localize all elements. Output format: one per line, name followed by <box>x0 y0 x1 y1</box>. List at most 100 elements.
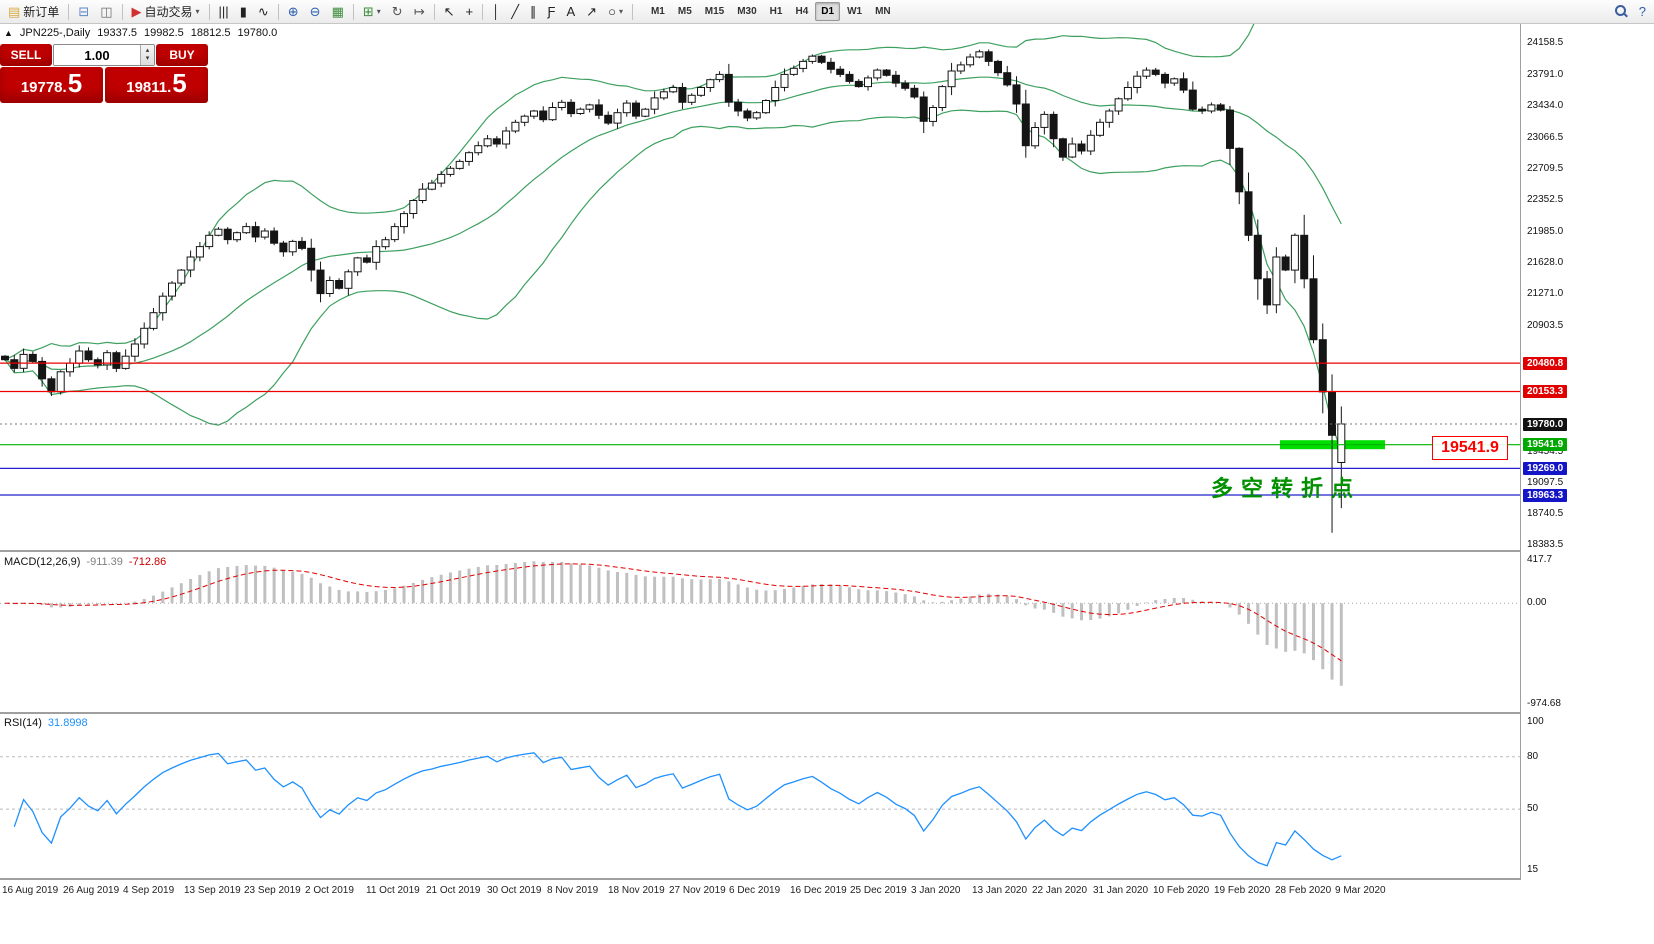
new-order-button[interactable]: ▤ 新订单 <box>3 1 64 23</box>
rsi-scale-label: 15 <box>1527 864 1539 875</box>
text-label-icon[interactable]: A <box>562 1 581 23</box>
price-scale-label: 24158.5 <box>1527 37 1564 48</box>
toolbar-separator <box>277 3 279 20</box>
fibonacci-icon[interactable]: Ƒ <box>543 1 561 23</box>
line-chart-icon: ∿ <box>257 4 269 19</box>
macd-canvas[interactable] <box>0 552 1520 712</box>
macd-scale-label: -974.68 <box>1527 698 1561 709</box>
time-axis[interactable]: 16 Aug 2019 26 Aug 2019 4 Sep 2019 13 Sep 2… <box>0 880 1654 944</box>
auto-scroll-icon[interactable]: ↻ <box>387 1 408 23</box>
timeframe-m15[interactable]: M15 <box>704 6 725 17</box>
sell-price-fraction: 5 <box>67 68 83 98</box>
timeframe-w1[interactable]: W1 <box>847 6 863 17</box>
candlestick-chart-icon[interactable]: ▮ <box>235 1 252 23</box>
rsi-indicator-label: RSI(14) 31.8998 <box>4 717 94 729</box>
chevron-down-icon: ▾ <box>618 7 623 16</box>
bar-chart-icon[interactable]: ||| <box>214 1 234 23</box>
volume-input[interactable] <box>54 45 140 65</box>
macd-main-value: -911.39 <box>86 556 123 568</box>
toolbar-separator <box>631 3 633 20</box>
price-scale-label: 20903.5 <box>1527 320 1564 331</box>
magnifier-icon <box>1614 5 1628 18</box>
price-scale-label: 18383.5 <box>1527 539 1564 550</box>
main-chart-canvas[interactable] <box>0 24 1520 550</box>
new-order-button: ▤ <box>8 4 21 19</box>
shapes-icon[interactable]: ○ ▾ <box>603 1 628 23</box>
pane-divider-macd[interactable] <box>0 550 1654 552</box>
vertical-line-icon[interactable]: │ <box>487 1 505 23</box>
macd-scale-label: 0.00 <box>1527 597 1547 608</box>
rsi-name: RSI(14) <box>4 717 42 729</box>
price-badge: 20153.3 <box>1523 385 1568 398</box>
sell-price-display[interactable]: 19778. 5 <box>0 67 103 103</box>
price-scale-label: 22352.5 <box>1527 194 1564 205</box>
price-scale-label: 21985.0 <box>1527 226 1564 237</box>
charts-window-icon[interactable]: ⊟ <box>73 1 94 23</box>
price-badge: 18963.3 <box>1523 489 1568 502</box>
help-icon[interactable]: ? <box>1634 1 1651 23</box>
buy-price-display[interactable]: 19811. 5 <box>105 67 208 103</box>
new-chart-icon[interactable]: ⊞ ▾ <box>358 1 386 23</box>
price-scale-label: 23434.0 <box>1527 100 1564 111</box>
time-axis-label: 6 Dec 2019 <box>729 885 781 896</box>
cursor-icon[interactable]: ↖ <box>439 1 460 23</box>
rsi-scale-label: 80 <box>1527 751 1539 762</box>
time-axis-label: 19 Feb 2020 <box>1214 885 1271 896</box>
tile-windows-icon[interactable]: ▦ <box>327 1 349 23</box>
crosshair-icon[interactable]: + <box>461 1 479 23</box>
timeframe-h1[interactable]: H1 <box>769 6 783 17</box>
time-axis-label: 3 Jan 2020 <box>911 885 961 896</box>
timeframe-d1[interactable]: D1 <box>815 2 841 21</box>
timeframe-m1[interactable]: M1 <box>650 6 665 17</box>
timeframe-mn[interactable]: MN <box>875 6 891 17</box>
buy-button[interactable]: BUY <box>156 44 208 66</box>
price-scale[interactable]: 24158.5 23791.0 23434.0 23066.5 22709.5 22352… <box>1521 0 1654 880</box>
volume-up-arrow[interactable]: ▴ <box>145 47 150 54</box>
time-axis-label: 13 Sep 2019 <box>184 885 241 896</box>
rsi-scale-label: 50 <box>1527 803 1539 814</box>
time-axis-label: 4 Sep 2019 <box>123 885 175 896</box>
text-label-icon: A <box>566 4 576 19</box>
price-scale-label: 19454.5 <box>1527 446 1564 457</box>
one-click-trading-panel: SELL ▴ ▾ BUY 19778.5 19811.5 <box>0 44 208 103</box>
rsi-canvas[interactable] <box>0 714 1520 878</box>
buy-price-fraction: 5 <box>172 68 187 98</box>
zoom-out-icon: ⊖ <box>309 4 321 19</box>
macd-signal-value: -712.86 <box>128 556 167 568</box>
time-axis-label: 23 Sep 2019 <box>244 885 301 896</box>
search-icon[interactable] <box>1610 1 1633 23</box>
chart-shift-icon: ↦ <box>413 4 425 19</box>
pane-divider-rsi[interactable] <box>0 712 1654 714</box>
chart-shift-icon[interactable]: ↦ <box>409 1 430 23</box>
charts-window-icon: ⊟ <box>78 4 90 19</box>
auto-trading-button-label: 自动交易 <box>144 5 193 19</box>
zoom-out-icon[interactable]: ⊖ <box>305 1 326 23</box>
macd-scale-label: 417.7 <box>1527 554 1553 565</box>
time-axis-label: 21 Oct 2019 <box>426 885 481 896</box>
timeframe-m30[interactable]: M30 <box>737 6 757 17</box>
time-axis-label: 16 Aug 2019 <box>2 885 59 896</box>
zoom-in-icon[interactable]: ⊕ <box>283 1 304 23</box>
profiles-icon[interactable]: ◫ <box>95 1 117 23</box>
sell-button[interactable]: SELL <box>0 44 52 66</box>
trendline-icon[interactable]: ╱ <box>506 1 524 23</box>
arrow-objects-icon[interactable]: ↗ <box>581 1 602 23</box>
timeframe-h4[interactable]: H4 <box>795 6 809 17</box>
rsi-value: 31.8998 <box>47 717 88 729</box>
ohlc-close: 19780.0 <box>237 27 278 39</box>
line-chart-icon[interactable]: ∿ <box>253 1 274 23</box>
price-badge: 19269.0 <box>1523 462 1568 475</box>
one-click-collapse-arrow[interactable]: ▲ <box>4 28 13 38</box>
candlestick-chart-icon: ▮ <box>239 4 247 19</box>
ohlc-high: 19982.5 <box>144 27 184 39</box>
volume-down-arrow[interactable]: ▾ <box>145 55 150 62</box>
equidistant-channel-icon[interactable]: ∥ <box>525 1 542 23</box>
axis-divider <box>0 878 1654 880</box>
timeframe-m5[interactable]: M5 <box>677 6 692 17</box>
bull-bear-turning-point-annotation: 多空转折点 <box>1211 476 1362 501</box>
auto-trading-button[interactable]: ▶ 自动交易 ▾ <box>127 1 205 23</box>
macd-name: MACD(12,26,9) <box>4 556 81 568</box>
price-scale-border <box>1520 24 1521 880</box>
time-axis-label: 9 Mar 2020 <box>1335 885 1386 896</box>
time-axis-label: 2 Oct 2019 <box>305 885 354 896</box>
